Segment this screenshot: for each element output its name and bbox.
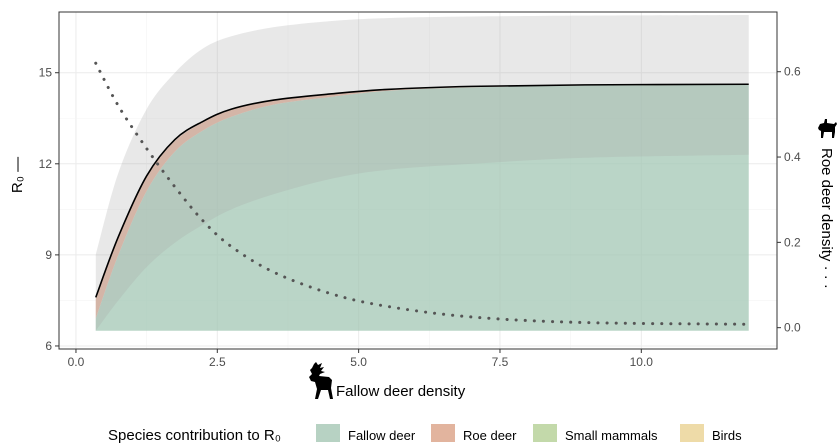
fallow-deer-area (95, 84, 749, 331)
y-right-tick-label: 0.0 (784, 321, 801, 335)
fallow-deer-icon (309, 362, 333, 399)
roe-deer-icon (818, 119, 837, 138)
legend-item-label: Roe deer (463, 428, 517, 443)
x-tick-label: 7.5 (492, 355, 509, 369)
legend: Species contribution to R₀ Fallow deer Ro… (108, 424, 742, 443)
x-tick-label: 10.0 (630, 355, 654, 369)
r0-confidence-band (95, 15, 749, 331)
y-right-tick-label: 0.6 (784, 65, 801, 79)
x-tick-label: 5.0 (350, 355, 367, 369)
x-tick-label: 2.5 (209, 355, 226, 369)
legend-title: Species contribution to R₀ (108, 427, 281, 443)
r0-line (94, 83, 749, 298)
x-axis-label: Fallow deer density (336, 383, 466, 400)
legend-key (316, 424, 340, 442)
legend-item-label: Small mammals (565, 428, 658, 443)
y-left-axis-label: R₀ — (9, 157, 26, 193)
x-tick-label: 0.0 (68, 355, 85, 369)
y-right-tick-label: 0.2 (784, 235, 801, 249)
legend-key (680, 424, 704, 442)
y-right-axis-label: Roe deer density · · · (818, 148, 835, 289)
legend-item-label: Fallow deer (348, 428, 416, 443)
legend-key (533, 424, 557, 442)
y-left-tick-label: 12 (39, 157, 53, 171)
y-right-tick-label: 0.4 (784, 150, 801, 164)
y-left-tick-label: 6 (45, 339, 52, 353)
legend-item-label: Birds (712, 428, 742, 443)
legend-key (431, 424, 455, 442)
roe-deer-density-line (94, 61, 751, 326)
chart-marks (94, 15, 751, 331)
axes: 0.0 2.5 5.0 7.5 10.0 6 9 12 15 0.0 0.2 0.4 0.6 (39, 65, 801, 369)
y-left-tick-label: 15 (39, 66, 53, 80)
plot-border (58, 11, 778, 350)
y-left-tick-label: 9 (45, 248, 52, 262)
